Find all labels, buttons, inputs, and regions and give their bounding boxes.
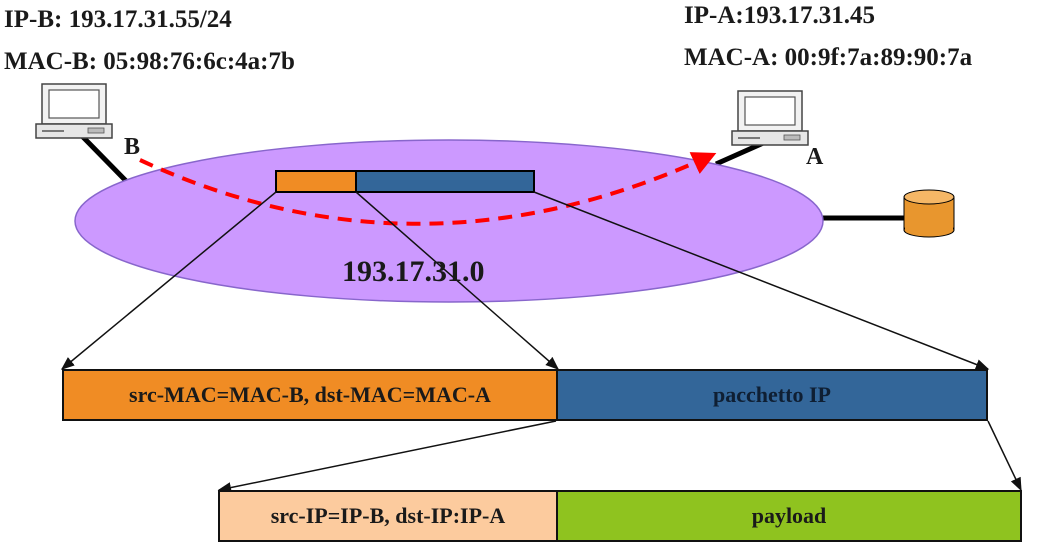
host-a-ip: IP-A:193.17.31.45 — [684, 2, 875, 29]
computer-b-icon — [35, 83, 113, 139]
frame-header-box: src-MAC=MAC-B, dst-MAC=MAC-A — [62, 369, 558, 421]
host-b-mac: MAC-B: 05:98:76:6c:4a:7b — [4, 48, 295, 75]
ip-payload-box: payload — [556, 490, 1022, 542]
expand-arrow-header-right — [355, 191, 560, 370]
cable-host-b — [80, 134, 130, 185]
frame-in-network — [275, 170, 535, 193]
frame-header-text: src-MAC=MAC-B, dst-MAC=MAC-A — [129, 382, 491, 407]
router-icon — [903, 189, 955, 238]
network-address: 193.17.31.0 — [342, 255, 485, 288]
ip-header-box: src-IP=IP-B, dst-IP:IP-A — [218, 490, 558, 542]
expand-arrow-header-left — [60, 191, 277, 370]
host-a-mac: MAC-A: 00:9f:7a:89:90:7a — [684, 44, 973, 71]
host-a-label: A — [806, 144, 824, 170]
host-b-ip: IP-B: 193.17.31.55/24 — [4, 6, 232, 33]
ip-header-text: src-IP=IP-B, dst-IP:IP-A — [270, 503, 506, 528]
host-b-label: B — [124, 134, 141, 160]
frame-payload-text: pacchetto IP — [713, 382, 831, 407]
frame-payload-box: pacchetto IP — [556, 369, 988, 421]
ip-payload-text: payload — [751, 503, 827, 528]
network-ellipse — [74, 139, 824, 303]
expand-arrow-payload-right — [533, 191, 990, 370]
computer-a-icon — [731, 90, 809, 146]
expand-arrow-ip-right — [987, 420, 1022, 492]
expand-arrow-ip-left — [217, 420, 557, 493]
